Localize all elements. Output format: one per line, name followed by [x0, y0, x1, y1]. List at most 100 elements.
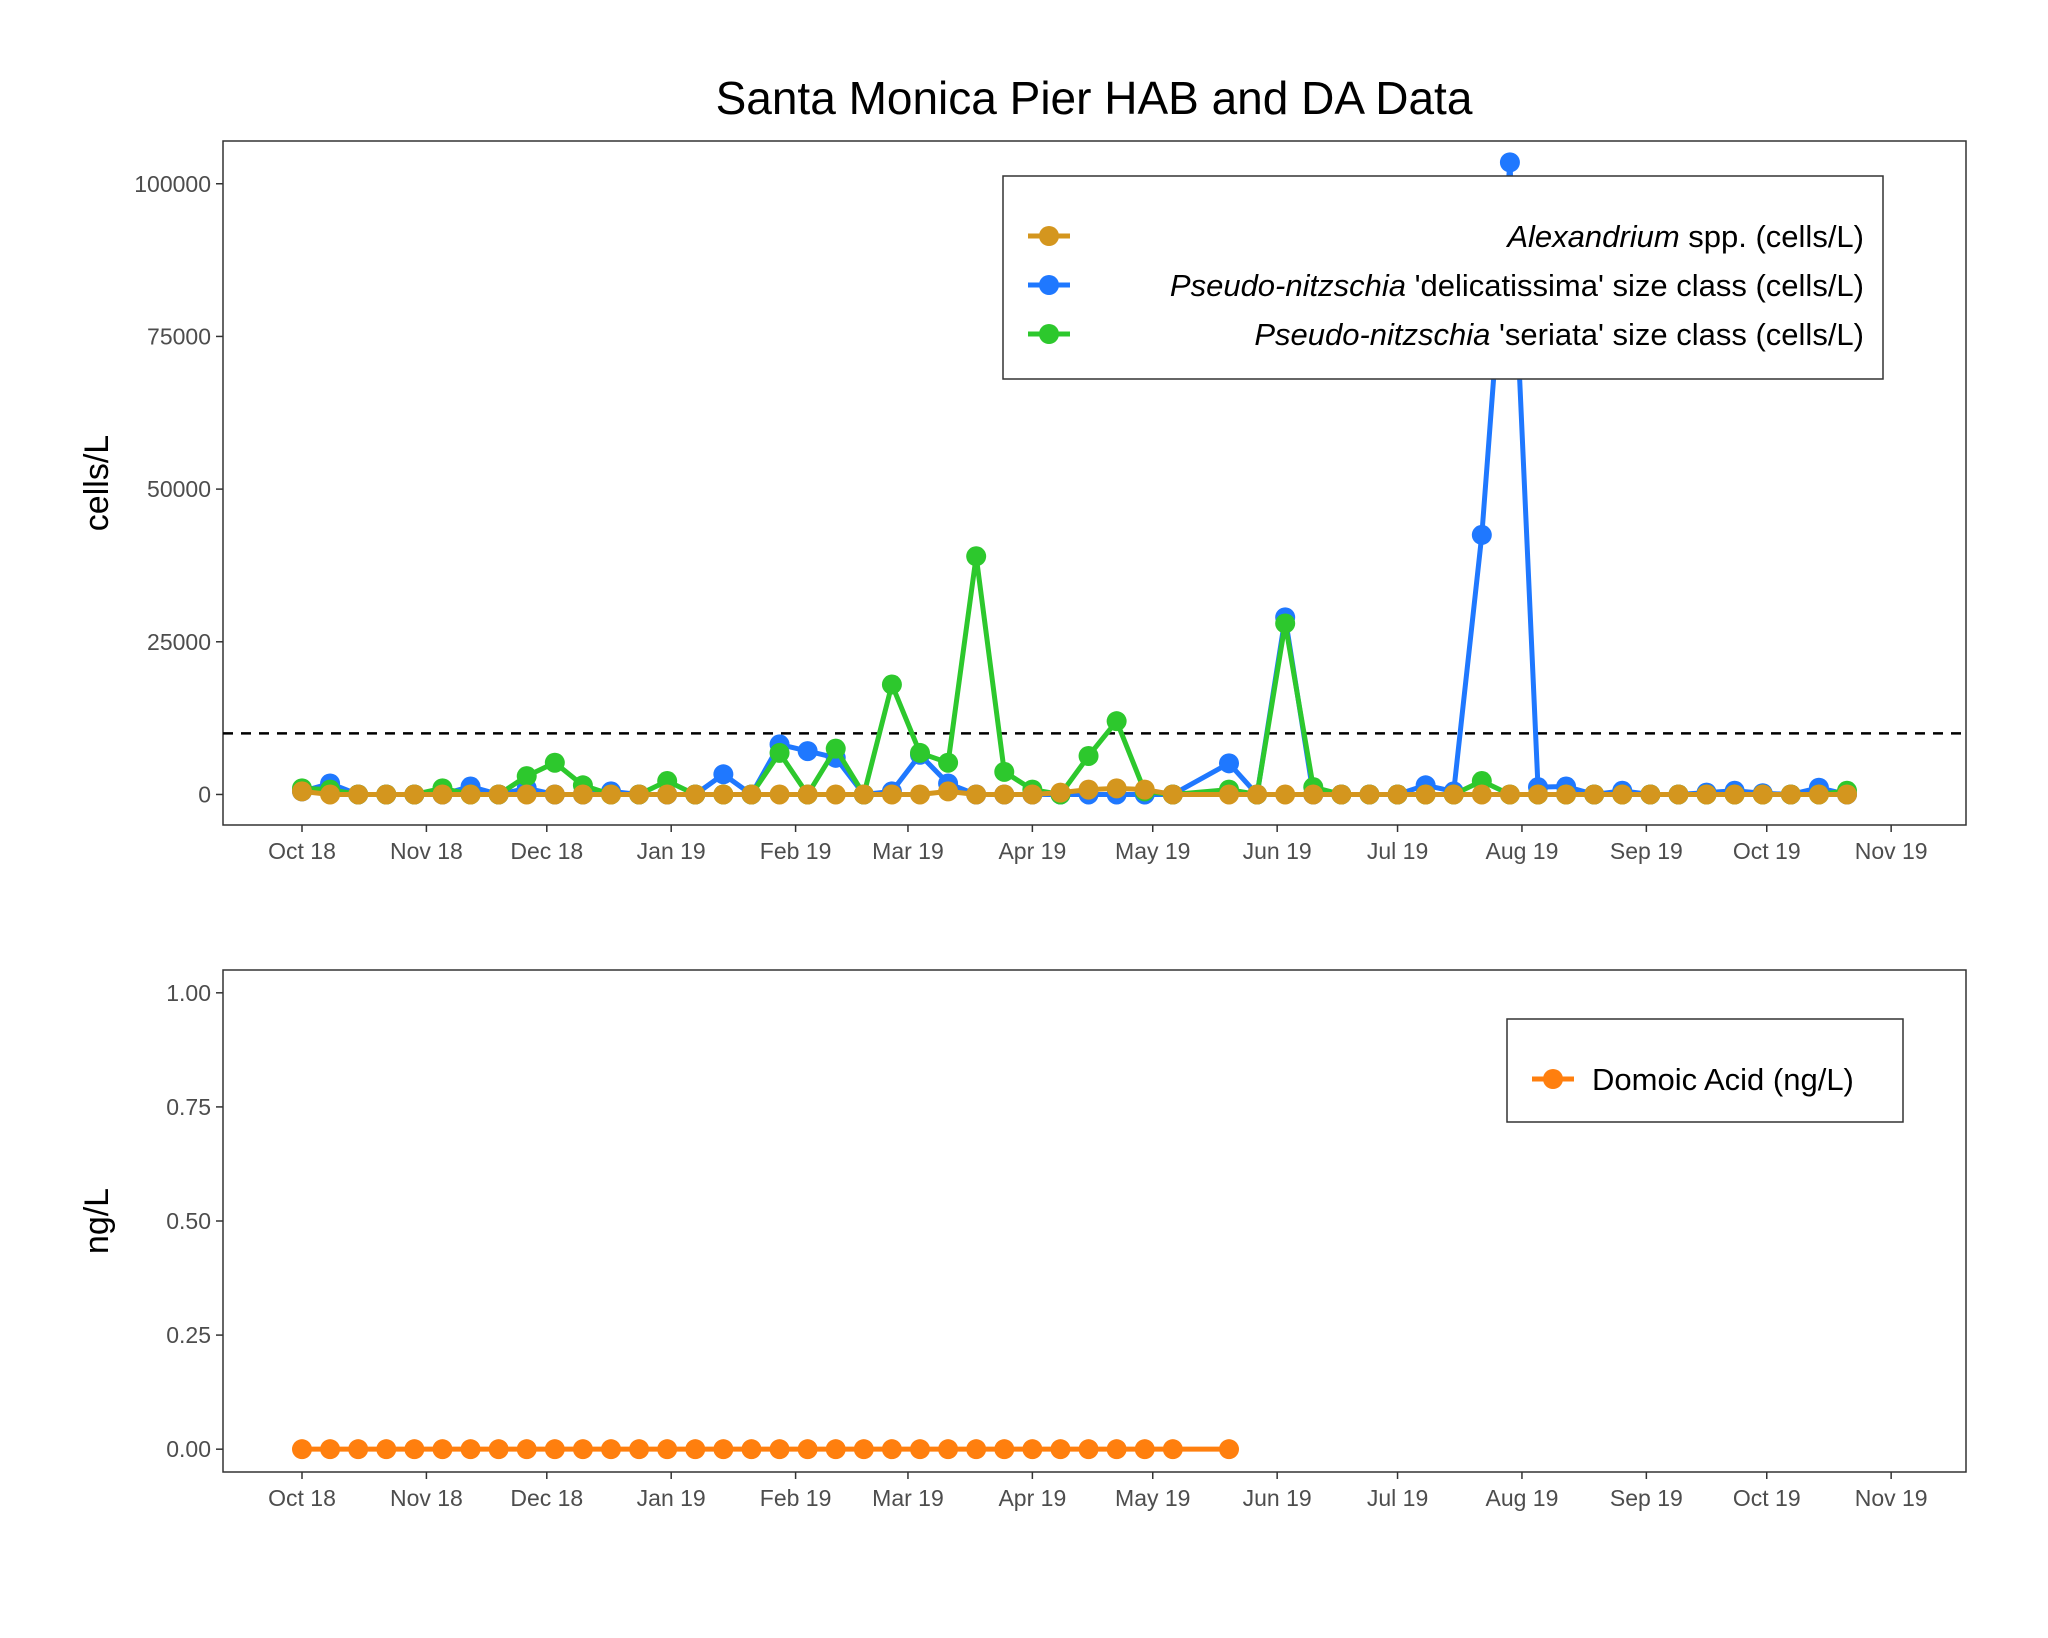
x-tick-label: Oct 19 [1733, 1485, 1801, 1511]
legend-label-italic: Pseudo-nitzschia [1170, 268, 1406, 303]
data-point [432, 1439, 453, 1460]
data-point [1837, 784, 1858, 805]
x-tick-label: Apr 19 [998, 1485, 1066, 1511]
data-point [629, 1439, 650, 1460]
y-tick-label: 0.00 [166, 1436, 211, 1462]
data-point [853, 1439, 874, 1460]
data-point [657, 1439, 678, 1460]
data-point [1696, 784, 1717, 805]
data-point [797, 1439, 818, 1460]
data-point [1106, 711, 1127, 732]
data-point [797, 784, 818, 805]
x-tick-label: Oct 18 [268, 1485, 336, 1511]
data-point [1471, 524, 1492, 545]
data-point [1219, 1439, 1240, 1460]
x-tick-label: Feb 19 [760, 838, 832, 864]
data-point [910, 784, 931, 805]
data-point [601, 1439, 622, 1460]
data-point [544, 784, 565, 805]
data-point [1247, 784, 1268, 805]
x-tick-label: Nov 18 [390, 838, 463, 864]
data-point [769, 1439, 790, 1460]
data-point [881, 674, 902, 695]
legend: Alexandrium spp. (cells/L) Pseudo-nitzsch… [1002, 175, 1884, 380]
data-point [825, 1439, 846, 1460]
data-point [657, 784, 678, 805]
data-point [994, 784, 1015, 805]
x-tick-label: Nov 19 [1855, 1485, 1928, 1511]
data-point [966, 1439, 987, 1460]
x-tick-label: Jan 19 [637, 838, 706, 864]
domoic-acid-panel: 0.00 0.25 0.50 0.75 1.00 Oct 18 Nov 18 Dec 18 Ja… [78, 969, 1967, 1511]
data-point [1219, 753, 1240, 774]
y-tick-label: 0.75 [166, 1094, 211, 1120]
data-point [629, 784, 650, 805]
data-point [1528, 784, 1549, 805]
x-tick-label: Aug 19 [1485, 1485, 1558, 1511]
data-point [292, 1439, 312, 1460]
x-tick-label: Sep 19 [1610, 838, 1683, 864]
legend-label-italic: Alexandrium [1505, 219, 1679, 254]
data-point [1275, 613, 1296, 634]
data-point [1668, 784, 1689, 805]
data-point [572, 1439, 593, 1460]
data-point [910, 742, 931, 763]
data-point [1078, 1439, 1099, 1460]
x-tick-label: Mar 19 [872, 838, 944, 864]
data-point [432, 784, 453, 805]
data-point [544, 752, 565, 773]
data-point [1359, 784, 1380, 805]
y-tick-label: 0.50 [166, 1208, 211, 1234]
data-point [1471, 784, 1492, 805]
data-point [713, 1439, 734, 1460]
data-point [1219, 784, 1240, 805]
data-point [1022, 1439, 1043, 1460]
data-point [1640, 784, 1661, 805]
data-point [348, 784, 369, 805]
legend-label: Domoic Acid (ng/L) [1592, 1062, 1854, 1097]
data-point [1106, 778, 1127, 799]
data-point [1556, 784, 1577, 805]
data-point [713, 784, 734, 805]
y-axis-label: ng/L [78, 1188, 116, 1254]
data-point [1134, 1439, 1155, 1460]
data-point [994, 761, 1015, 782]
x-tick-label: Jul 19 [1367, 1485, 1428, 1511]
data-point [741, 1439, 762, 1460]
data-point [1275, 784, 1296, 805]
legend-key-dot [1039, 275, 1059, 295]
data-point [320, 1439, 341, 1460]
data-point [516, 784, 537, 805]
series-line [301, 553, 1848, 797]
data-point [938, 781, 959, 802]
data-point [404, 784, 425, 805]
series-alexandrium-spp-cells-l- [292, 778, 1858, 805]
data-point [572, 784, 593, 805]
data-point [1050, 1439, 1071, 1460]
data-point [1162, 784, 1183, 805]
x-tick-label: Nov 18 [390, 1485, 463, 1511]
y-tick-label: 0 [198, 781, 211, 807]
data-point [1612, 784, 1633, 805]
x-tick-label: Jun 19 [1243, 1485, 1312, 1511]
y-tick-label: 100000 [134, 171, 211, 197]
x-tick-label: Sep 19 [1610, 1485, 1683, 1511]
data-point [516, 766, 537, 787]
data-point [1808, 784, 1829, 805]
data-point [741, 784, 762, 805]
x-tick-label: Jan 19 [637, 1485, 706, 1511]
data-point [769, 784, 790, 805]
x-tick-label: Dec 18 [510, 1485, 583, 1511]
data-point [881, 784, 902, 805]
data-point [320, 784, 341, 805]
x-tick-label: Oct 18 [268, 838, 336, 864]
y-tick-label: 0.25 [166, 1322, 211, 1348]
data-point [853, 784, 874, 805]
plot-border [222, 140, 1967, 826]
x-tick-label: Apr 19 [998, 838, 1066, 864]
legend-label: Pseudo-nitzschia 'delicatissima' size cl… [1170, 268, 1864, 303]
data-point [1162, 1439, 1183, 1460]
data-point [1752, 784, 1773, 805]
data-point [292, 781, 312, 802]
